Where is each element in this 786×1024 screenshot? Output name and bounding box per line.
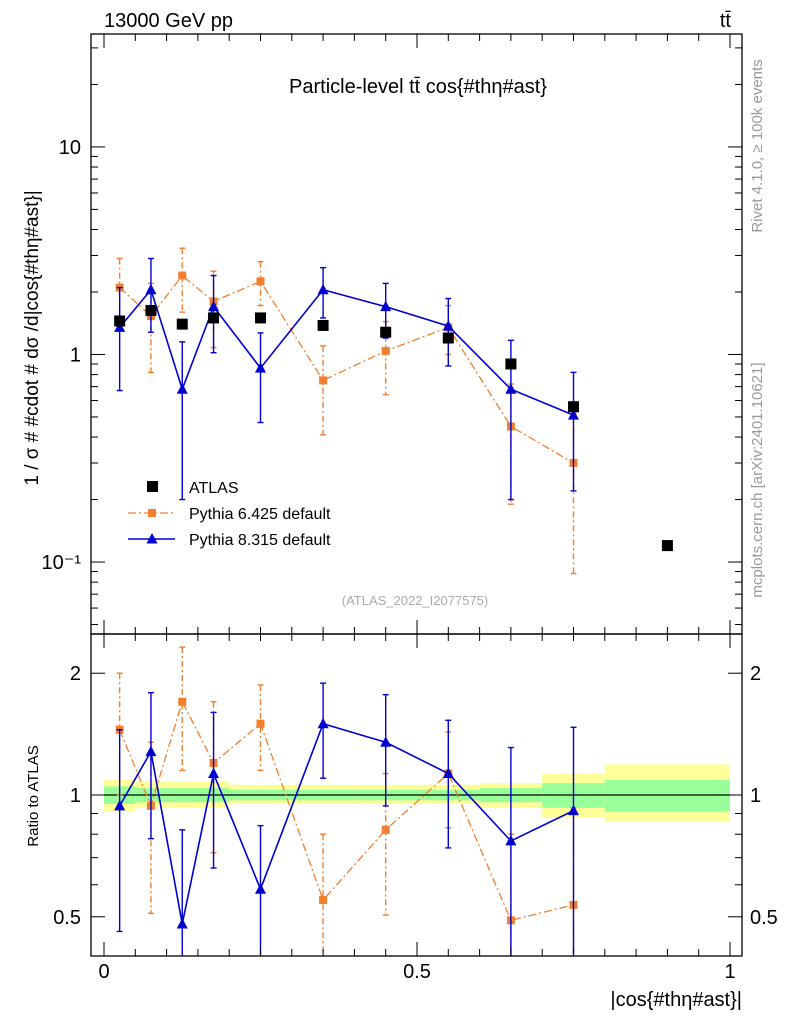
ratio-pythia8-point [380, 736, 392, 747]
ratio-pythia8-point [317, 717, 329, 729]
main-y-tick-label: 10 [59, 137, 81, 159]
main-atlas-point [380, 326, 392, 338]
rivet-version-label: Rivet 4.1.0, ≥ 100k events [749, 59, 766, 232]
ratio-pythia8-point [176, 917, 188, 929]
legend-atlas-marker [147, 481, 158, 492]
main-pythia6-series [115, 247, 578, 575]
y-axis-label: 1 / σ # #cdot # dσ /d|cos{#thη#ast}| [22, 190, 43, 485]
legend: ATLAS Pythia 6.425 default Pythia 8.315 … [128, 480, 331, 549]
main-atlas-point [145, 304, 157, 316]
ratio-pythia8-point [145, 745, 157, 757]
x-tick-label: 0.5 [403, 961, 431, 983]
main-pythia8-point [114, 321, 126, 332]
mcplots-label: mcplots.cern.ch [arXiv:2401.10621] [749, 362, 766, 597]
main-pythia6-point [381, 346, 390, 355]
ratio-pythia8-point [505, 834, 517, 846]
ratio-pythia6-line [119, 700, 574, 922]
main-pythia6-point [319, 376, 328, 385]
main-pythia6-point [256, 277, 265, 286]
ratio-pythia8-point [114, 799, 126, 811]
main-pythia8-point [255, 362, 266, 373]
main-atlas-point [661, 540, 673, 552]
ratio-uncertainty-bands [104, 764, 730, 822]
ratio-pythia6-point [256, 719, 265, 728]
main-atlas-point [317, 319, 329, 331]
main-pythia8-point [380, 300, 392, 312]
x-axis-label: |cos{#thη#ast}| [610, 989, 742, 1011]
ratio-y-tick-label: 2 [70, 663, 81, 685]
main-pythia6-line [119, 274, 574, 464]
main-atlas-point [176, 318, 188, 330]
ratio-y-tick-label-right: 0.5 [750, 907, 778, 929]
ratio-pythia8-point [208, 767, 220, 779]
ratio-pythia8-series [114, 682, 579, 956]
main-pythia8-point [568, 409, 579, 420]
main-atlas-point [114, 315, 126, 327]
ratio-pythia6-point [178, 697, 187, 706]
main-atlas-point [208, 312, 220, 324]
main-atlas-point [255, 312, 266, 324]
x-tick-label: 0 [98, 961, 109, 983]
ratio-pythia8-line [118, 722, 574, 925]
main-pythia8-point [505, 383, 517, 394]
main-pythia8-series [114, 257, 579, 501]
main-atlas-point [442, 332, 454, 344]
main-pythia8-point [145, 283, 157, 295]
ratio-pythia6-point [319, 896, 328, 905]
main-y-tick-label: 1 [70, 344, 81, 366]
energy-label: 13000 GeV pp [104, 10, 233, 32]
ratio-y-tick-label-right: 1 [750, 785, 761, 807]
main-pythia8-point [208, 300, 220, 312]
x-tick-label: 1 [724, 961, 735, 983]
ratio-pythia6-point [381, 825, 390, 834]
ratio-y-tick-label: 0.5 [53, 907, 81, 929]
ratio-y-axis-label: Ratio to ATLAS [25, 745, 42, 846]
main-atlas-series [114, 304, 673, 552]
ratio-pythia8-point [568, 804, 579, 816]
main-y-tick-label: 10⁻¹ [42, 552, 82, 574]
ratio-y-tick-label-right: 2 [750, 663, 761, 685]
ratio-pythia8-point [255, 883, 266, 894]
main-atlas-point [568, 401, 579, 413]
legend-pythia6-marker [148, 509, 156, 517]
main-atlas-point [505, 358, 517, 370]
band-inner [604, 779, 730, 812]
main-pythia8-line [119, 288, 574, 416]
main-pythia6-point [178, 271, 187, 280]
ratio-y-tick-label: 1 [70, 785, 81, 807]
chart-title: Particle-level tt̄ cos{#thη#ast} [289, 76, 547, 98]
main-pythia8-point [442, 320, 454, 331]
legend-atlas-label: ATLAS [189, 480, 239, 497]
process-label: tt̄ [720, 10, 732, 32]
main-pythia8-point [176, 383, 188, 394]
reference-label: (ATLAS_2022_I2077575) [342, 593, 488, 608]
ratio-pythia8-point [442, 767, 454, 779]
legend-pythia8-marker [146, 533, 158, 544]
legend-pythia6-label: Pythia 6.425 default [189, 506, 331, 523]
legend-pythia8-label: Pythia 8.315 default [189, 532, 331, 549]
main-pythia8-point [317, 283, 329, 295]
